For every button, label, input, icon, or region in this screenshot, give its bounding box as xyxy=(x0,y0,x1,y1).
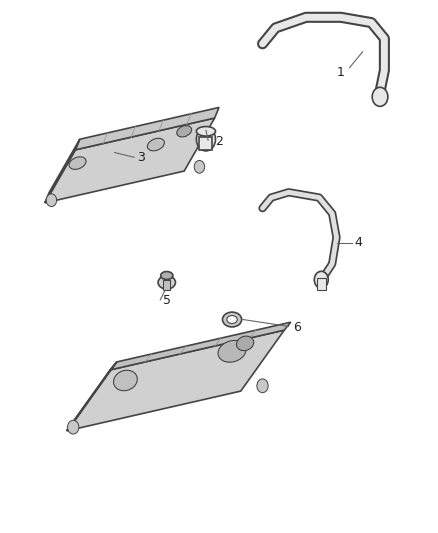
Circle shape xyxy=(67,420,79,434)
Ellipse shape xyxy=(223,312,242,327)
Ellipse shape xyxy=(158,276,176,289)
Ellipse shape xyxy=(161,271,173,279)
Ellipse shape xyxy=(196,126,215,136)
Bar xyxy=(317,278,326,290)
Polygon shape xyxy=(45,118,215,203)
Ellipse shape xyxy=(227,316,237,324)
Circle shape xyxy=(196,127,215,151)
Text: 1: 1 xyxy=(337,67,345,79)
Text: 5: 5 xyxy=(163,294,171,308)
Text: 3: 3 xyxy=(137,151,145,164)
Polygon shape xyxy=(75,108,219,150)
Text: 6: 6 xyxy=(293,321,301,334)
Ellipse shape xyxy=(148,138,164,151)
Ellipse shape xyxy=(69,157,86,169)
Ellipse shape xyxy=(237,336,254,351)
Circle shape xyxy=(314,271,328,288)
Polygon shape xyxy=(67,330,284,431)
Circle shape xyxy=(46,194,57,207)
Polygon shape xyxy=(110,322,291,370)
Ellipse shape xyxy=(218,341,246,362)
Ellipse shape xyxy=(113,370,137,391)
Bar xyxy=(163,280,170,290)
Circle shape xyxy=(194,160,205,173)
Ellipse shape xyxy=(177,126,191,137)
Text: 4: 4 xyxy=(354,236,362,249)
Polygon shape xyxy=(67,362,117,431)
Bar xyxy=(199,136,212,150)
Circle shape xyxy=(257,379,268,393)
Polygon shape xyxy=(45,139,80,203)
Circle shape xyxy=(372,87,388,107)
Text: 2: 2 xyxy=(215,135,223,148)
